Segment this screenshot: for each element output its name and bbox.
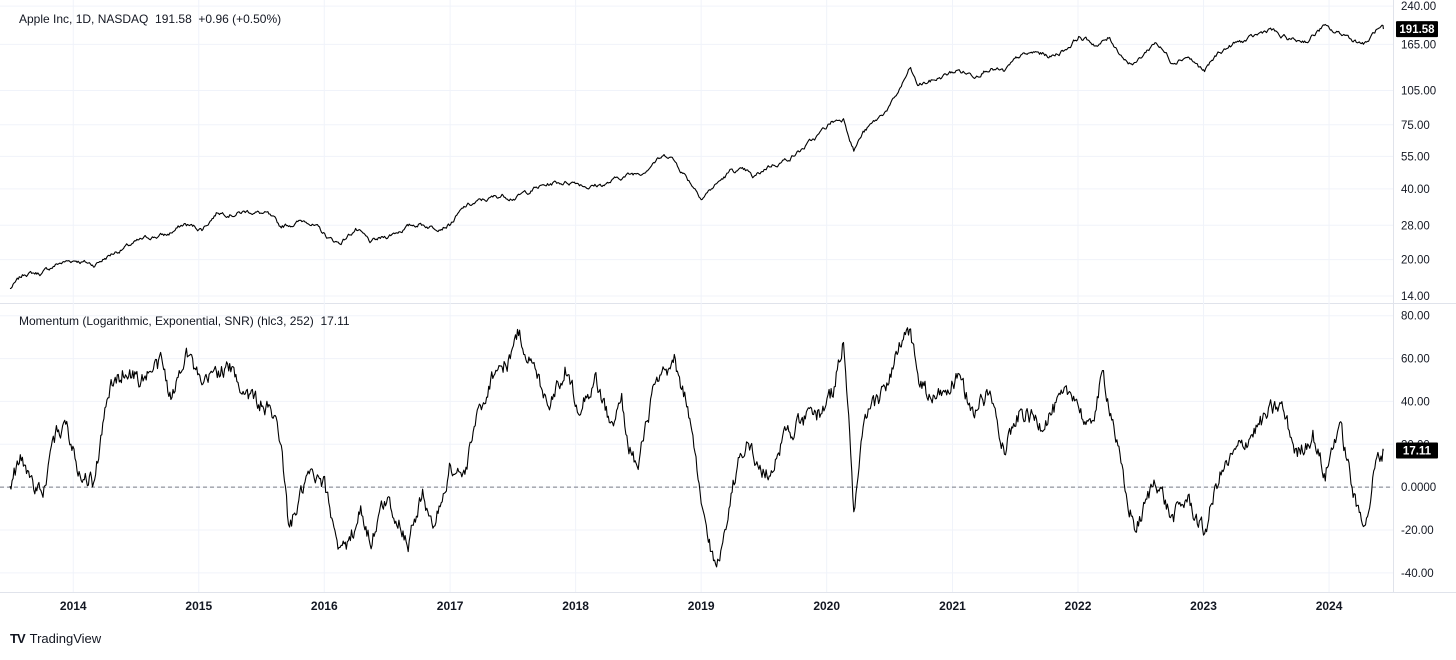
- axis-layer: 2014 2015 2016 2017 2018 2019 2020 2021 2022 2023…: [60, 1, 1438, 613]
- x-tick-label: 2019: [688, 599, 715, 613]
- y-tick-label: 80.00: [1401, 311, 1430, 323]
- y-tick-label: 105.00: [1401, 85, 1436, 97]
- y-tick-label: -20.00: [1401, 525, 1434, 537]
- x-tick-label: 2020: [813, 599, 840, 613]
- momentum-pane-legend[interactable]: Momentum (Logarithmic, Exponential, SNR)…: [19, 314, 350, 328]
- x-tick-label: 2017: [437, 599, 464, 613]
- x-tick-label: 2016: [311, 599, 338, 613]
- price-pane-legend[interactable]: Apple Inc, 1D, NASDAQ 191.58 +0.96 (+0.5…: [19, 12, 282, 26]
- x-tick-label: 2021: [939, 599, 966, 613]
- y-tick-label: 75.00: [1401, 120, 1430, 132]
- last-value-label: 17.11: [1403, 445, 1432, 457]
- y-tick-label: 14.00: [1401, 291, 1430, 303]
- y-tick-label: 240.00: [1401, 1, 1436, 13]
- y-tick-label: 0.0000: [1401, 482, 1436, 494]
- x-tick-label: 2015: [185, 599, 212, 613]
- x-tick-label: 2024: [1316, 599, 1343, 613]
- y-tick-label: 60.00: [1401, 354, 1430, 366]
- y-tick-label: -40.00: [1401, 568, 1434, 580]
- y-tick-label: 165.00: [1401, 39, 1436, 51]
- tradingview-footer[interactable]: TV TradingView: [10, 629, 101, 647]
- x-tick-label: 2022: [1065, 599, 1092, 613]
- y-tick-label: 55.00: [1401, 151, 1430, 163]
- y-tick-label: 40.00: [1401, 396, 1430, 408]
- last-value-badge: [1396, 21, 1438, 38]
- y-tick-label: 40.00: [1401, 184, 1430, 196]
- x-tick-label: 2023: [1190, 599, 1217, 613]
- last-value-label: 191.58: [1399, 24, 1435, 36]
- line-layer: [0, 23, 1393, 568]
- x-tick-label: 2014: [60, 599, 87, 613]
- price-series-line: [9, 23, 1384, 290]
- last-value-badge: [1396, 442, 1438, 459]
- x-tick-label: 2018: [562, 599, 589, 613]
- tradingview-logo-icon: TV: [10, 630, 26, 646]
- momentum-series-line: [9, 327, 1384, 568]
- tradingview-brand-name: TradingView: [29, 630, 102, 646]
- grid-layer: [0, 0, 1456, 593]
- y-tick-label: 20.00: [1401, 255, 1430, 267]
- y-tick-label: 28.00: [1401, 220, 1430, 232]
